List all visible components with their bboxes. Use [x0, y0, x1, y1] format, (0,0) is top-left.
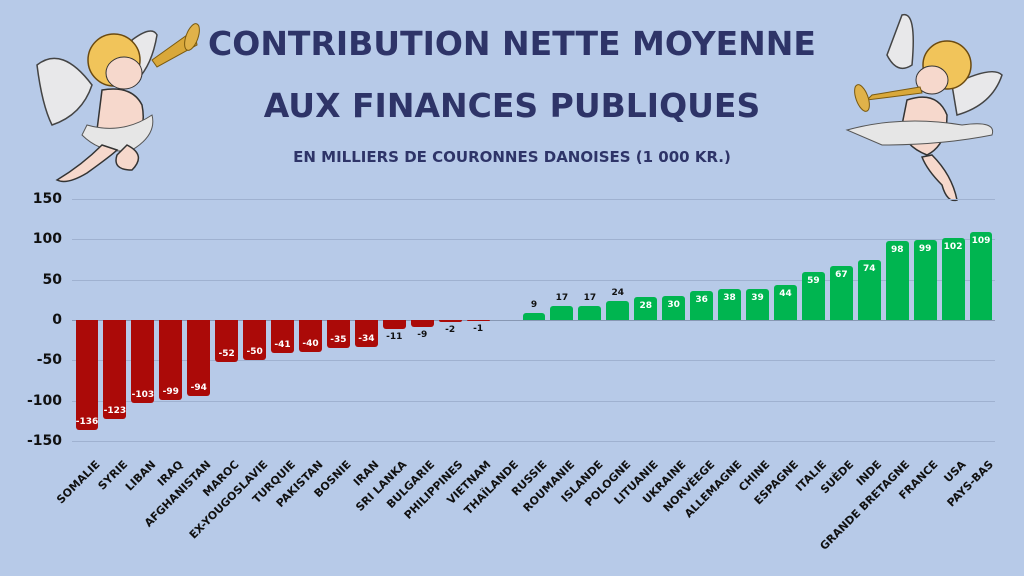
- bar: [410, 320, 434, 328]
- value-label: -35: [330, 335, 347, 346]
- value-label: -99: [162, 386, 179, 397]
- y-tick-label: 150: [32, 191, 62, 207]
- x-tick-label: Syrie: [95, 458, 131, 493]
- bar: [801, 272, 825, 320]
- value-label: -50: [246, 347, 263, 358]
- y-tick-label: -50: [36, 352, 62, 368]
- value-label: -94: [190, 382, 207, 393]
- value-label: 109: [971, 236, 991, 247]
- bar: [941, 237, 965, 320]
- bar: [913, 240, 937, 320]
- bar: [243, 320, 267, 361]
- value-label: 17: [583, 293, 597, 304]
- gridline: [72, 360, 995, 361]
- bar: [718, 289, 742, 320]
- value-label: 59: [807, 276, 820, 287]
- chart-title-line2: aux finances publiques: [263, 86, 761, 125]
- bar: [466, 320, 490, 321]
- bar: [550, 306, 574, 320]
- y-tick-label: 0: [52, 312, 62, 328]
- bar: [438, 320, 462, 322]
- value-label: -11: [386, 331, 403, 342]
- value-label: 67: [835, 269, 848, 280]
- gridline: [72, 239, 995, 240]
- value-label: 39: [751, 292, 764, 303]
- value-label: -1: [473, 323, 484, 334]
- value-label: 38: [723, 293, 736, 304]
- y-tick-label: 100: [32, 231, 62, 247]
- y-tick-label: 50: [42, 272, 62, 288]
- value-label: 102: [943, 241, 963, 252]
- value-label: -52: [218, 348, 235, 359]
- bar: [326, 320, 350, 349]
- bar: [746, 288, 769, 320]
- bar: [634, 297, 658, 320]
- gridline: [72, 401, 995, 402]
- bar: [75, 320, 99, 430]
- value-label: -40: [302, 339, 319, 350]
- bar: [131, 320, 155, 404]
- x-tick-label: Liban: [122, 458, 159, 494]
- chart-subtitle: en milliers de couronnes danoises (1 000…: [293, 148, 731, 166]
- bar: [857, 260, 881, 320]
- value-label: 44: [779, 288, 792, 299]
- bar: [271, 320, 294, 354]
- bar: [299, 320, 322, 353]
- value-label: -41: [274, 340, 291, 351]
- value-label: 17: [555, 293, 569, 304]
- value-label: 98: [890, 244, 904, 255]
- bar: [103, 320, 127, 420]
- value-label: -34: [358, 334, 375, 345]
- chart-title-line1: Contribution nette moyenne: [208, 24, 816, 63]
- value-label: -123: [103, 406, 127, 417]
- bar: [215, 320, 239, 362]
- value-label: 36: [695, 294, 708, 305]
- cherub-trumpet-icon: [845, 13, 1003, 202]
- bar: [969, 232, 993, 320]
- value-label: 9: [530, 299, 538, 310]
- y-tick-label: -100: [26, 393, 62, 409]
- value-label: 30: [667, 299, 680, 310]
- value-label: 74: [863, 264, 876, 275]
- gridline: [72, 280, 995, 281]
- bar: [606, 300, 630, 320]
- value-label: -103: [131, 390, 155, 401]
- value-label: 24: [611, 287, 625, 298]
- gridline: [72, 320, 995, 321]
- bar: [187, 320, 211, 396]
- value-label: -2: [445, 324, 456, 335]
- bar: [354, 320, 378, 348]
- gridline: [72, 199, 995, 200]
- value-label: -136: [75, 416, 99, 427]
- bar: [578, 306, 602, 320]
- bar: [773, 284, 797, 320]
- cherub-trumpet-icon: [36, 23, 200, 183]
- bar: [382, 320, 406, 329]
- gridline: [72, 441, 995, 442]
- bar: [159, 320, 183, 400]
- y-tick-label: -150: [26, 433, 62, 449]
- value-label: -9: [417, 330, 428, 341]
- value-label: 28: [639, 301, 653, 312]
- bar: [829, 265, 853, 320]
- bar: [522, 312, 546, 320]
- bar: [885, 240, 909, 320]
- bar: [690, 290, 714, 320]
- bar: [662, 295, 686, 320]
- value-label: 99: [918, 244, 932, 255]
